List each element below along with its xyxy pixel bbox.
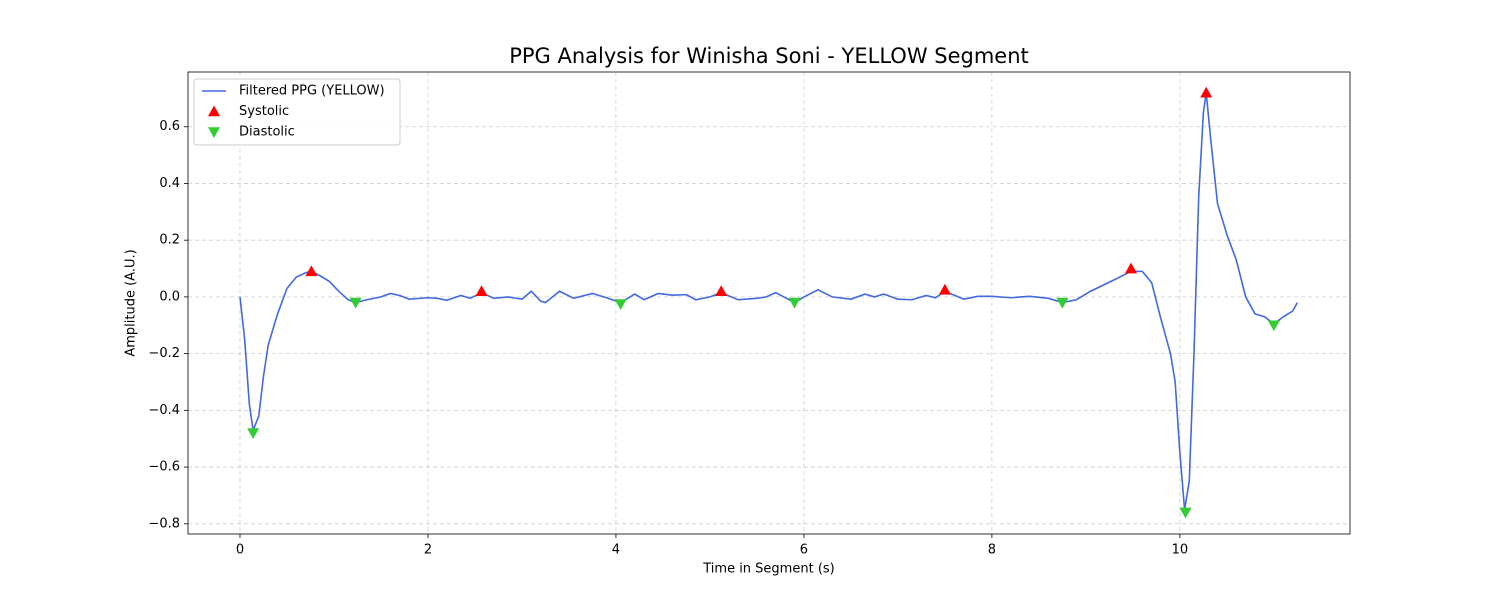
- diastolic-marker: [1179, 507, 1192, 519]
- diastolic-marker: [349, 297, 362, 309]
- legend: Filtered PPG (YELLOW) Systolic Diastolic: [193, 78, 401, 146]
- y-tick-label: −0.2: [148, 346, 180, 361]
- x-tick-label: 6: [800, 543, 808, 558]
- y-tick-label: 0.0: [159, 289, 180, 304]
- x-tick-label: 0: [236, 543, 244, 558]
- x-tick-label: 2: [424, 543, 432, 558]
- x-tick-label: 4: [612, 543, 620, 558]
- diastolic-marker: [788, 297, 801, 309]
- legend-label: Systolic: [239, 104, 289, 119]
- y-tick-label: −0.8: [148, 516, 180, 531]
- diastolic-marker: [614, 299, 627, 310]
- y-tick-label: −0.6: [148, 460, 180, 475]
- legend-swatch: [208, 105, 220, 117]
- diastolic-marker: [1267, 320, 1280, 332]
- x-tick-label: 10: [1172, 543, 1189, 558]
- diastolic-marker: [247, 428, 260, 440]
- systolic-marker: [475, 285, 488, 297]
- plot-frame: [187, 71, 1351, 535]
- x-axis-label: Time in Segment (s): [702, 562, 834, 577]
- x-tick-label: 8: [988, 543, 996, 558]
- y-tick-label: 0.2: [159, 233, 180, 248]
- systolic-marker: [1200, 86, 1213, 98]
- y-tick-label: 0.4: [159, 176, 180, 191]
- systolic-marker: [1125, 262, 1138, 274]
- y-axis-label: Amplitude (A.U.): [124, 249, 139, 356]
- systolic-marker: [715, 285, 728, 297]
- legend-label: Diastolic: [239, 125, 295, 140]
- y-tick-label: −0.4: [148, 403, 180, 418]
- y-tick-label: 0.6: [159, 119, 180, 134]
- chart-title: PPG Analysis for Winisha Soni - YELLOW S…: [509, 44, 1029, 68]
- legend-label: Filtered PPG (YELLOW): [239, 84, 385, 99]
- legend-box: [193, 78, 401, 146]
- legend-swatch: [208, 127, 220, 138]
- systolic-marker: [938, 283, 951, 295]
- systolic-marker: [305, 265, 318, 277]
- diastolic-marker: [1056, 297, 1069, 309]
